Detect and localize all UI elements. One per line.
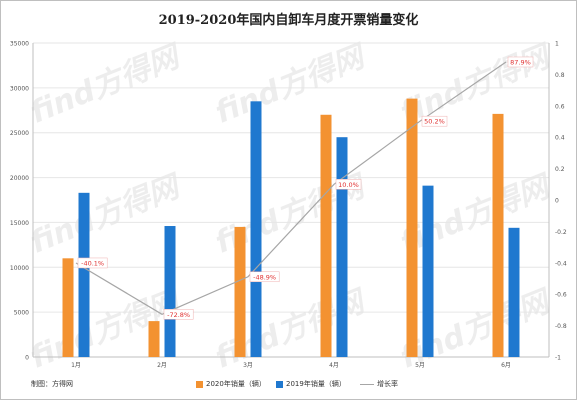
bar-2019 [423,186,434,357]
growth-label: 10.0% [338,181,359,189]
y-tick-label: 15000 [10,220,29,227]
bar-2020 [235,227,246,357]
x-tick-label: 2月 [157,362,167,369]
growth-label: 87.9% [510,58,531,66]
y2-tick-label: -0.8 [555,323,567,330]
y2-tick-label: 0.2 [555,166,565,173]
growth-label: 50.2% [424,118,445,126]
bar-2019 [79,193,90,357]
legend-swatch-2019 [276,381,283,388]
growth-label: -40.1% [81,259,104,267]
y2-tick-label: -0.4 [555,260,567,267]
y2-tick-label: -1 [555,355,561,362]
legend-label-2020: 2020年销量（辆） [206,379,266,389]
x-tick-label: 4月 [329,362,339,369]
legend-swatch-2020 [196,381,203,388]
legend-item-2019: 2019年销量（辆） [276,379,346,389]
bar-2020 [493,114,504,357]
y2-tick-label: 0.6 [555,103,565,110]
y2-tick-label: 0.8 [555,72,565,79]
y2-tick-label: 1 [555,41,559,48]
x-tick-label: 5月 [415,362,425,369]
y-tick-label: 5000 [14,310,29,317]
y-tick-label: 30000 [10,85,29,92]
y-tick-label: 20000 [10,175,29,182]
growth-label: -72.8% [167,311,190,319]
y2-tick-label: 0 [555,198,559,205]
credit-text: 制图：方得网 [31,379,73,389]
legend-swatch-growth [360,384,374,385]
legend-label-growth: 增长率 [377,379,398,389]
bar-2020 [321,115,332,357]
x-tick-label: 6月 [501,362,511,369]
x-tick-label: 3月 [243,362,253,369]
bar-2019 [165,226,176,357]
y2-tick-label: 0.4 [555,135,565,142]
bar-2020 [407,99,418,357]
y-tick-label: 25000 [10,130,29,137]
y-tick-label: 0 [25,355,29,362]
y-tick-label: 35000 [10,41,29,48]
legend-item-2020: 2020年销量（辆） [196,379,266,389]
legend-label-2019: 2019年销量（辆） [286,379,346,389]
bar-2019 [337,137,348,357]
bar-2020 [63,258,74,357]
growth-label: -48.9% [253,273,276,281]
legend-item-growth: 增长率 [360,379,398,389]
y-tick-label: 10000 [10,265,29,272]
y2-tick-label: -0.6 [555,292,567,299]
x-tick-label: 1月 [71,362,81,369]
growth-line [76,62,506,314]
bar-2020 [149,321,160,357]
y2-tick-label: -0.2 [555,229,567,236]
bar-2019 [509,228,520,357]
bar-2019 [251,101,262,357]
